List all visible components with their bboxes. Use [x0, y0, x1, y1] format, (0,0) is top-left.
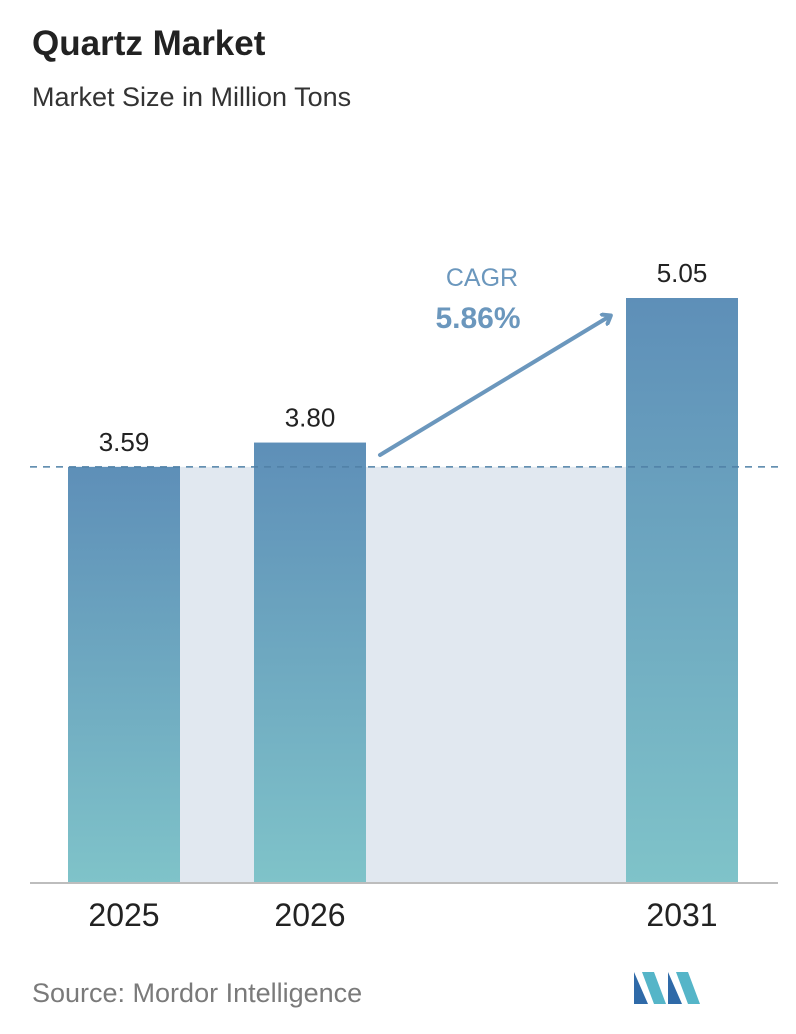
cagr-arrow — [378, 316, 610, 457]
reference-band — [180, 466, 626, 882]
mordor-logo-icon — [634, 972, 700, 1004]
bars — [68, 298, 738, 882]
data-label-2026: 3.80 — [285, 403, 336, 433]
chart-title: Quartz Market — [32, 24, 266, 63]
background-bands — [180, 466, 626, 882]
source-text: Source: Mordor Intelligence — [32, 978, 363, 1008]
x-tick-label-2031: 2031 — [646, 897, 717, 933]
x-tick-label-2026: 2026 — [274, 897, 345, 933]
bar-2026 — [254, 442, 366, 882]
cagr-value: 5.86% — [435, 302, 520, 335]
bar-chart: 3.59 2025 3.80 2026 5.05 2031 CAGR 5.86% — [30, 258, 778, 933]
bar-2025 — [68, 466, 180, 882]
x-tick-label-2025: 2025 — [88, 897, 159, 933]
chart-subtitle: Market Size in Million Tons — [32, 82, 352, 112]
data-label-2031: 5.05 — [657, 258, 708, 288]
bar-2031 — [626, 298, 738, 882]
data-label-2025: 3.59 — [99, 427, 150, 457]
cagr-label: CAGR — [446, 264, 518, 292]
